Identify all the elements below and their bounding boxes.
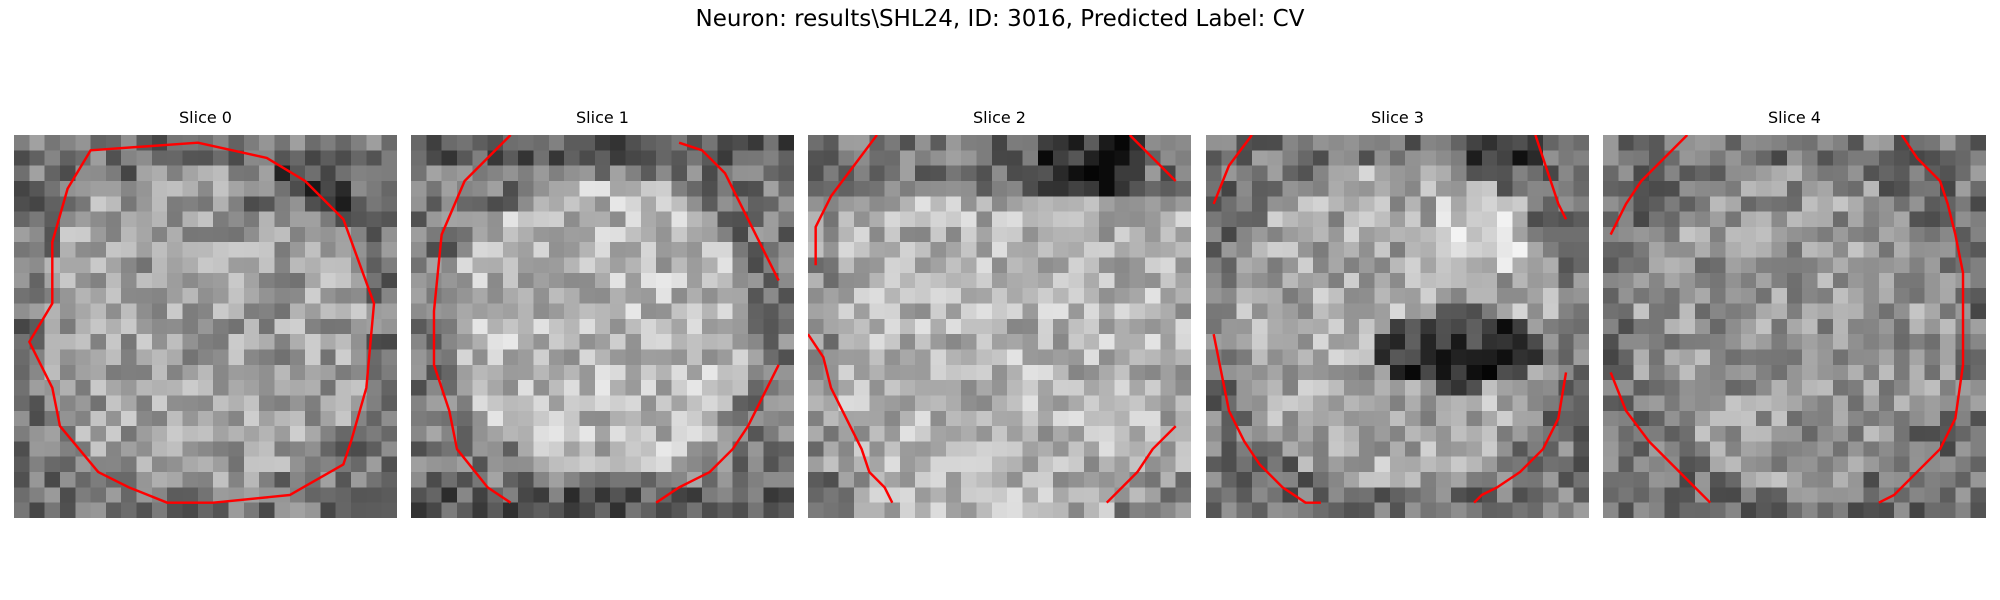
contour-line: [808, 333, 894, 504]
figure-title: Neuron: results\SHL24, ID: 3016, Predict…: [695, 6, 1305, 32]
grayscale-image: [808, 135, 1191, 518]
slice-title: Slice 4: [1768, 108, 1821, 127]
contour-line: [1473, 372, 1568, 504]
grayscale-image: [1603, 135, 1986, 518]
slice-panel-1: Slice 1: [411, 108, 794, 520]
contour-overlay: [1212, 135, 1568, 504]
contour-line: [1609, 135, 1689, 236]
contour-line: [678, 141, 780, 282]
slice-panel-4: Slice 4: [1603, 108, 1986, 520]
contour-overlay: [28, 141, 376, 504]
contour-line: [28, 141, 376, 504]
contour-line: [1128, 135, 1177, 182]
grayscale-image: [1206, 135, 1589, 518]
slice-panel-2: Slice 2: [808, 108, 1191, 520]
contour-line: [814, 135, 878, 266]
slice-title: Slice 2: [973, 108, 1026, 127]
slice-title: Slice 3: [1371, 108, 1424, 127]
grayscale-image: [411, 135, 794, 518]
contour-line: [1878, 135, 1965, 504]
contour-line: [1212, 135, 1253, 205]
contour-overlay: [432, 135, 780, 504]
contour-line: [1212, 333, 1321, 504]
slice-panel-0: Slice 0: [14, 108, 397, 520]
contour-line: [1609, 372, 1712, 504]
slice-panel-3: Slice 3: [1206, 108, 1589, 520]
contour-line: [432, 135, 512, 504]
slice-title: Slice 1: [576, 108, 629, 127]
contour-line: [655, 364, 780, 504]
contour-line: [1105, 425, 1177, 504]
contour-line: [1534, 135, 1568, 220]
grayscale-image: [14, 135, 397, 518]
contour-overlay: [808, 135, 1177, 504]
slice-title: Slice 0: [179, 108, 232, 127]
contour-overlay: [1609, 135, 1965, 504]
